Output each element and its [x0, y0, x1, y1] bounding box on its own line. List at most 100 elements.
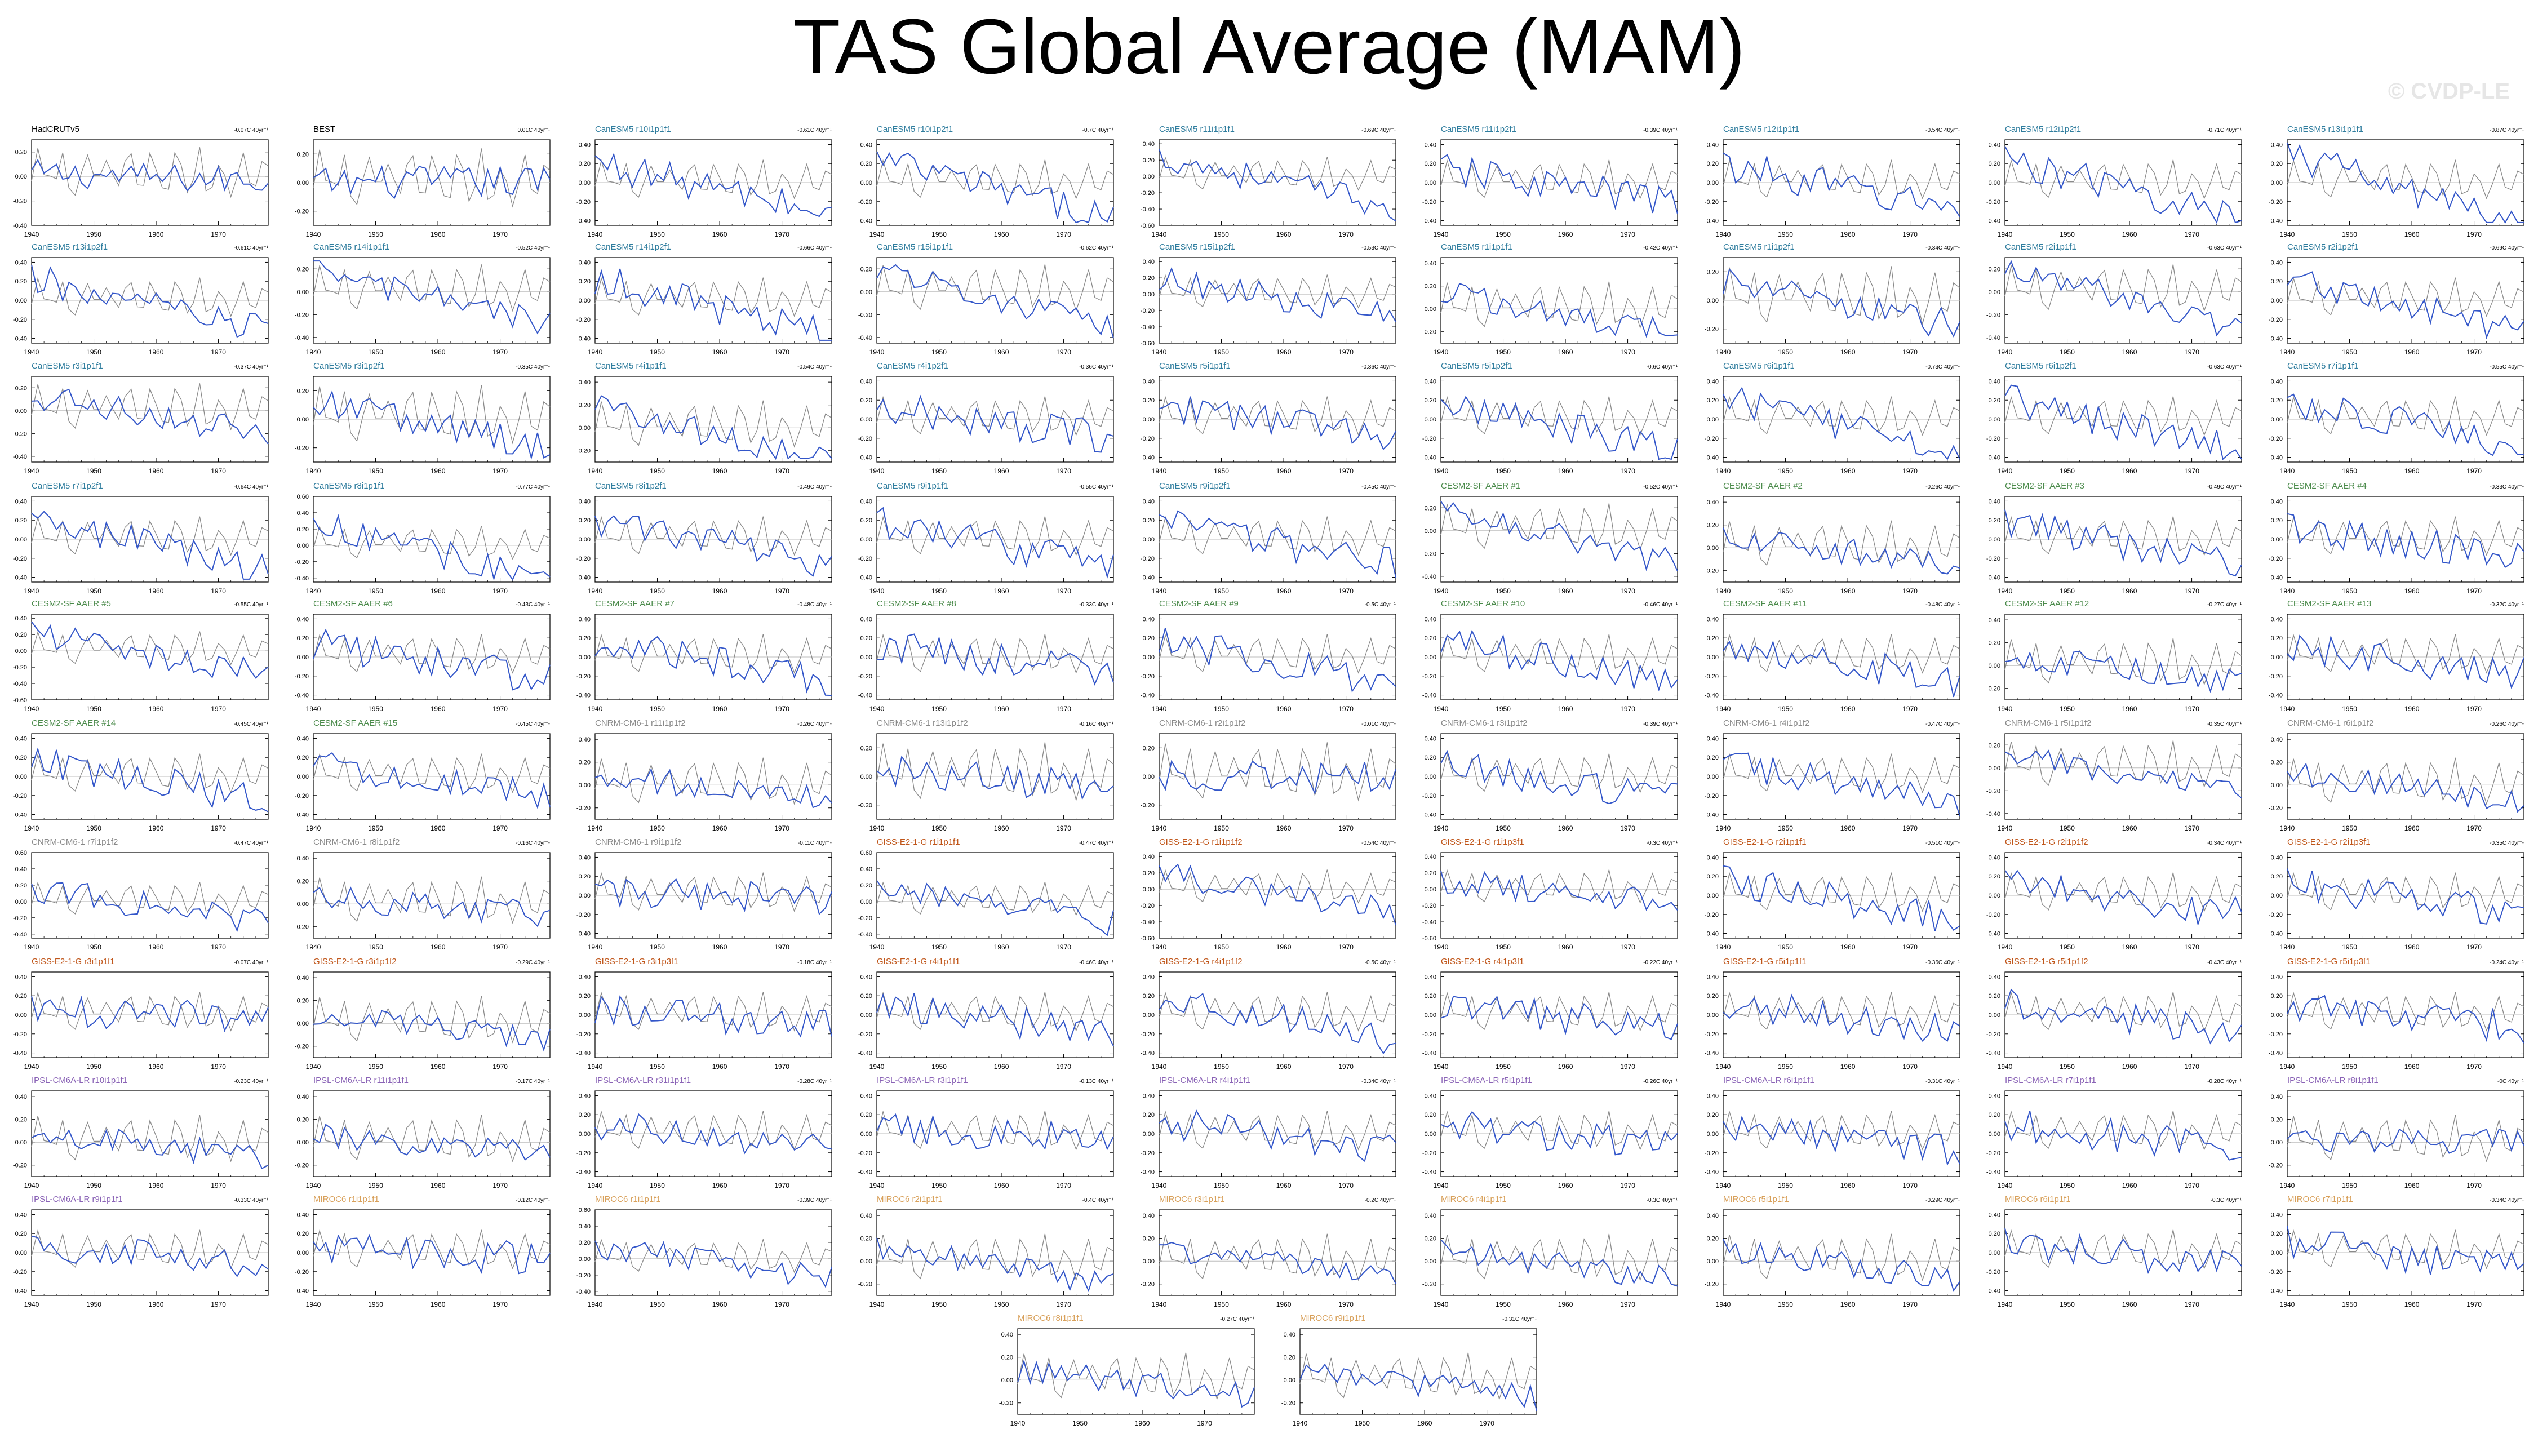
reference-series-line	[31, 1115, 269, 1162]
panel-73: IPSL-CM6A-LR r10i1p1f1 -0.23C 40yr⁻¹ 0.40 0…	[13, 1076, 269, 1189]
panel-32: CanESM5 r9i1p2f1 -0.45C 40yr⁻¹ 0.40 0.20 0.0…	[1141, 481, 1396, 595]
y-tick-label: 0.40	[15, 615, 27, 622]
x-tick-label: 1950	[2060, 943, 2075, 951]
panel-series-line	[31, 388, 269, 445]
x-tick-label: 1940	[588, 824, 603, 832]
y-tick-label: 0.40	[297, 1211, 309, 1218]
y-tick-label: -0.40	[1705, 931, 1719, 938]
panel-series-line	[594, 878, 832, 915]
panel-series-line	[1159, 863, 1396, 926]
y-tick-label: -0.20	[2269, 317, 2283, 323]
y-tick-label: 0.00	[1143, 774, 1155, 780]
x-tick-label: 1940	[588, 467, 603, 475]
y-tick-label: 0.20	[1707, 161, 1719, 167]
y-tick-label: -0.40	[858, 931, 872, 938]
x-tick-label: 1970	[1056, 348, 1071, 356]
panel-series-line	[2287, 271, 2524, 340]
y-tick-label: 0.00	[297, 901, 309, 908]
x-tick-label: 1940	[1434, 824, 1449, 832]
panel-79: IPSL-CM6A-LR r6i1p1f1 -0.31C 40yr⁻¹ 0.40 0.…	[1705, 1076, 1960, 1189]
panel-name: CanESM5 r13i1p1f1	[2287, 125, 2363, 134]
y-tick-label: 0.20	[15, 1231, 27, 1237]
x-tick-label: 1940	[1998, 467, 2013, 475]
x-tick-label: 1970	[2466, 1063, 2482, 1071]
y-tick-label: 0.40	[2271, 854, 2283, 861]
reference-series-line	[1440, 1110, 1678, 1151]
y-tick-label: 0.40	[1143, 378, 1155, 385]
y-tick-label: 0.40	[579, 736, 591, 743]
y-tick-label: -0.40	[1422, 693, 1436, 699]
y-tick-label: 0.20	[1425, 505, 1436, 512]
x-tick-label: 1970	[1902, 943, 1918, 951]
reference-series-line	[1159, 516, 1396, 556]
y-tick-label: -0.20	[13, 198, 27, 205]
reference-series-line	[2004, 1110, 2242, 1151]
y-tick-label: 0.00	[1707, 1258, 1719, 1265]
panel-trend: -0.55C 40yr⁻¹	[2490, 364, 2524, 370]
y-tick-label: -0.40	[1986, 1288, 2000, 1295]
panel-trend: -0.01C 40yr⁻¹	[1361, 721, 1396, 727]
x-tick-label: 1960	[431, 705, 446, 713]
y-tick-label: 0.20	[297, 1117, 309, 1124]
y-tick-label: -0.40	[13, 681, 27, 687]
x-tick-label: 1940	[1998, 943, 2013, 951]
x-tick-label: 1950	[86, 1182, 101, 1189]
reference-series-line	[876, 1233, 1114, 1281]
panel-name: CESM2-SF AAER #7	[595, 599, 675, 609]
y-tick-label: -0.20	[1986, 788, 2000, 794]
x-tick-label: 1970	[492, 348, 508, 356]
panel-23: CanESM5 r5i1p1f1 -0.36C 40yr⁻¹ 0.40 0.20 0.0…	[1141, 361, 1396, 475]
x-tick-label: 1950	[931, 943, 947, 951]
x-tick-label: 1970	[1902, 230, 1918, 238]
reference-series-line	[876, 516, 1114, 556]
panel-38: CESM2-SF AAER #6 -0.43C 40yr⁻¹ 0.40 0.20 0.0…	[295, 599, 551, 713]
y-tick-label: 0.20	[1425, 754, 1436, 761]
y-tick-label: 0.40	[860, 1093, 872, 1099]
y-tick-label: -0.40	[858, 693, 872, 699]
panel-trend: -0.55C 40yr⁻¹	[234, 602, 269, 608]
y-tick-label: 0.00	[1707, 298, 1719, 304]
x-tick-label: 1940	[588, 1063, 603, 1071]
panel-16: CanESM5 r1i1p2f1 -0.34C 40yr⁻¹ 0.20 0.00 -0.…	[1705, 242, 1960, 356]
reference-series-line	[313, 385, 551, 445]
panel-72: GISS-E2-1-G r5i1p3f1 -0.24C 40yr⁻¹ 0.40 0.2…	[2269, 957, 2524, 1071]
reference-series-line	[876, 264, 1114, 312]
x-tick-label: 1960	[712, 1063, 727, 1071]
x-tick-label: 1940	[24, 1063, 39, 1071]
y-tick-label: 0.00	[297, 1020, 309, 1027]
panel-trend: -0.37C 40yr⁻¹	[234, 364, 269, 370]
x-tick-label: 1940	[306, 705, 321, 713]
plot-frame	[2004, 733, 2242, 820]
panel-series-line	[2004, 384, 2242, 460]
panel-trend: -0.3C 40yr⁻¹	[2211, 1197, 2242, 1204]
y-tick-label: -0.40	[1141, 919, 1155, 926]
panel-85: MIROC6 r2i1p1f1 -0.4C 40yr⁻¹ 0.40 0.20 0.00 -…	[858, 1195, 1114, 1308]
panel-63: GISS-E2-1-G r2i1p3f1 -0.35C 40yr⁻¹ 0.40 0.2…	[2269, 837, 2524, 951]
y-tick-label: -0.40	[2269, 218, 2283, 225]
y-tick-label: -0.40	[1141, 1050, 1155, 1057]
panel-name: IPSL-CM6A-LR r31i1p1f1	[595, 1076, 691, 1085]
y-tick-label: -0.40	[295, 1288, 309, 1295]
x-tick-label: 1940	[1434, 348, 1449, 356]
reference-series-line	[2287, 396, 2524, 436]
x-tick-label: 1950	[368, 467, 383, 475]
panel-71: GISS-E2-1-G r5i1p1f2 -0.43C 40yr⁻¹ 0.40 0.2…	[1986, 957, 2242, 1071]
x-tick-label: 1960	[431, 348, 446, 356]
panel-25: CanESM5 r6i1p1f1 -0.73C 40yr⁻¹ 0.40 0.20 0.0…	[1705, 361, 1960, 475]
y-tick-label: 0.40	[1425, 141, 1436, 148]
x-tick-label: 1950	[650, 230, 665, 238]
y-tick-label: 0.20	[579, 278, 591, 285]
reference-series-line	[594, 1239, 832, 1273]
y-tick-label: -0.40	[1986, 218, 2000, 225]
x-tick-label: 1970	[2466, 943, 2482, 951]
x-tick-label: 1970	[211, 467, 226, 475]
y-tick-label: 0.40	[297, 616, 309, 623]
panel-91: MIROC6 r8i1p1f1 -0.27C 40yr⁻¹ 0.40 0.20 0.00…	[999, 1313, 1255, 1427]
y-tick-label: 0.20	[1989, 161, 2000, 167]
x-tick-label: 1970	[1056, 705, 1071, 713]
y-tick-label: 0.20	[1143, 275, 1155, 282]
y-tick-label: -0.20	[295, 924, 309, 931]
y-tick-label: 0.00	[1989, 1250, 2000, 1257]
y-tick-label: 0.20	[1989, 993, 2000, 1000]
reference-series-line	[313, 264, 551, 312]
